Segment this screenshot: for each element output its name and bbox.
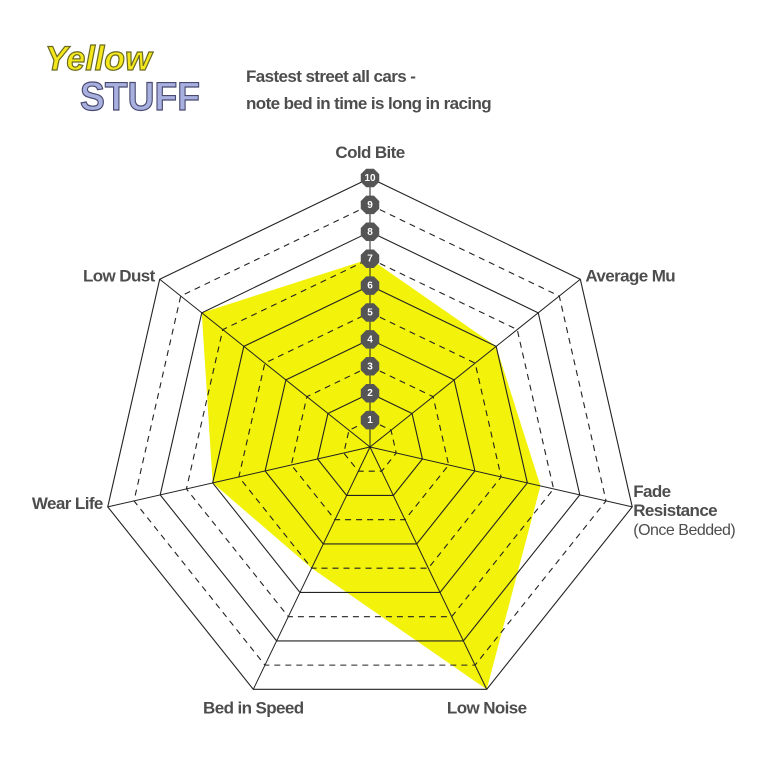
tick-label: 1	[367, 415, 373, 426]
spoke	[252, 446, 371, 690]
chart-title: note bed in time is long in racing	[246, 94, 491, 113]
axis-label: Low Dust	[83, 266, 156, 285]
tick-badge	[360, 249, 380, 268]
grid-ring	[107, 177, 633, 690]
grid-ring	[316, 392, 424, 497]
tick-badge	[360, 276, 380, 295]
grid-ring	[212, 284, 528, 593]
grid-ring	[264, 338, 476, 545]
axis-label: Average Mu	[585, 266, 675, 285]
grid-ring	[238, 311, 502, 569]
tick-badge	[360, 357, 380, 376]
tick-label: 4	[367, 334, 373, 345]
data-area	[201, 258, 541, 690]
tick-badge	[360, 383, 380, 403]
grid-ring	[185, 258, 555, 618]
axis-label: Cold Bite	[335, 143, 404, 162]
tick-badge	[360, 330, 380, 349]
tick-badge	[360, 222, 380, 242]
tick-label: 7	[367, 254, 373, 265]
spoke	[107, 446, 371, 508]
grid-ring	[133, 204, 607, 666]
axis-label: Low Noise	[447, 698, 527, 717]
chart-title: Fastest street all cars -	[246, 67, 415, 86]
tick-badge	[360, 168, 380, 188]
spoke	[159, 278, 371, 448]
tick-label: 9	[367, 200, 373, 211]
logo-bottom: STUFF	[80, 75, 200, 119]
axis-label: Wear Life	[32, 494, 103, 513]
tick-label: 2	[367, 388, 373, 399]
plot: 1 2 3 4 5 6 7 8 9 10 Cold Bite Average Mu Fade Resist…	[32, 143, 736, 717]
spoke	[369, 446, 488, 690]
axis-label: Fade Resistance	[633, 482, 717, 520]
logo-top: Yellow	[45, 40, 154, 78]
tick-badge	[360, 303, 380, 322]
tick-label: 3	[367, 361, 373, 372]
tick-label: 5	[367, 308, 373, 319]
tick-label: 8	[367, 227, 373, 238]
axis-annotation: (Once Bedded)	[633, 522, 735, 539]
grid-ring	[159, 231, 581, 642]
tick-label: 6	[367, 281, 373, 292]
spoke	[369, 446, 633, 508]
spoke	[369, 278, 581, 448]
grid-ring	[343, 419, 397, 472]
tick-label: 10	[364, 173, 376, 184]
tick-badge	[360, 410, 380, 430]
grid-ring	[290, 365, 450, 521]
tick-badge	[360, 195, 380, 215]
axis-label: Bed in Speed	[203, 698, 304, 717]
